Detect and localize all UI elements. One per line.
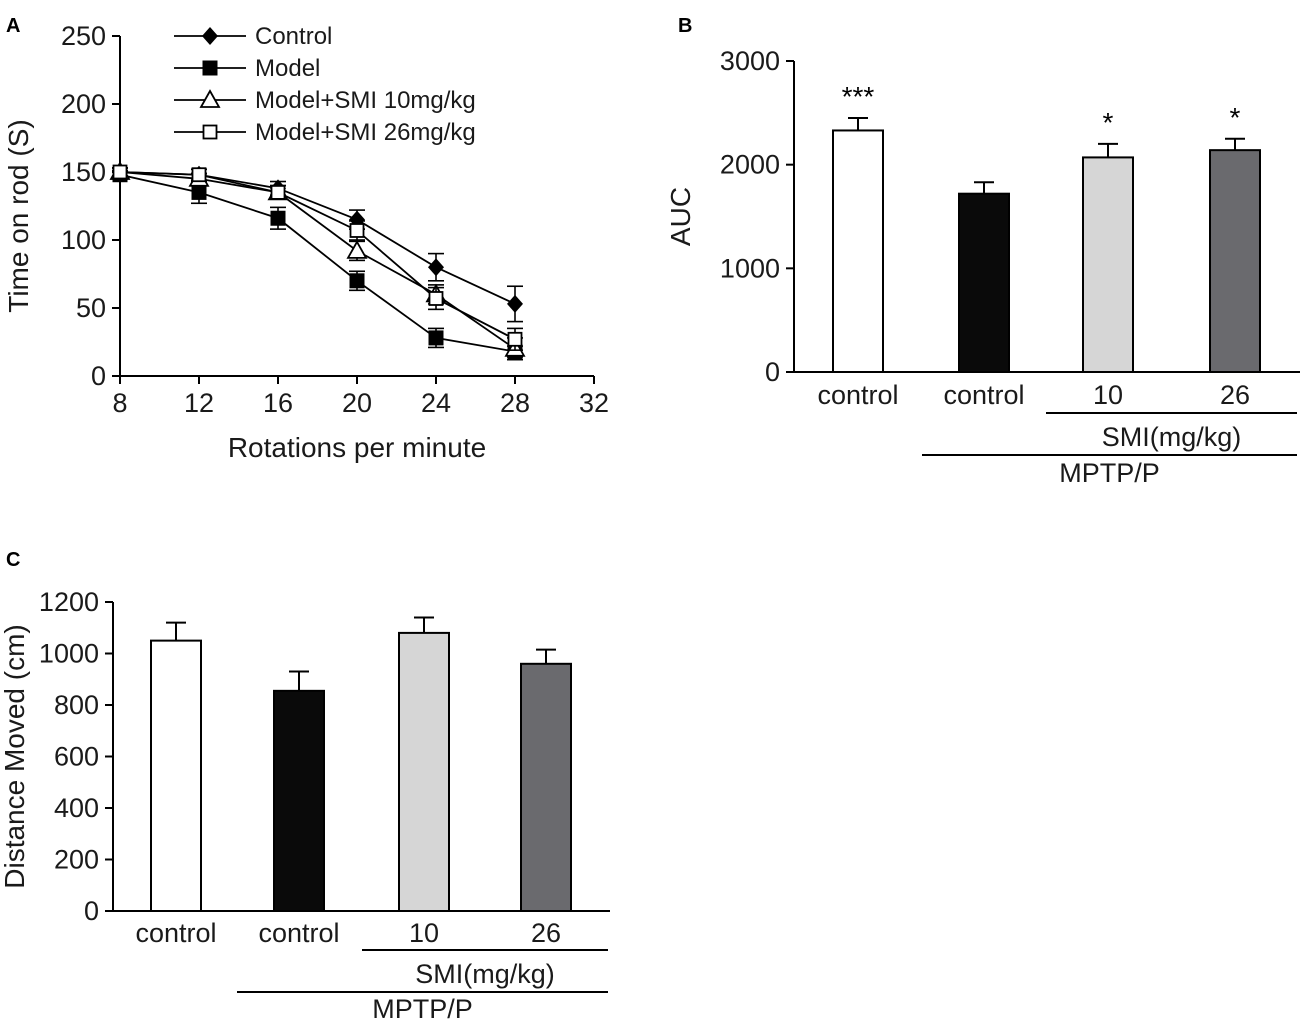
- panel-a: A 0 50 100 150 200 250 8 12 16 20 24 28 32 Rotations p…: [3, 15, 609, 463]
- y-tick-label: 3000: [720, 46, 780, 76]
- series-3: [112, 164, 523, 351]
- legend: Control Model Model+SMI 10mg/kg Model+SMI 2…: [174, 23, 476, 146]
- y-tick-label: 1200: [39, 587, 99, 617]
- y-axis-title: AUC: [665, 187, 696, 246]
- y-tick-label: 150: [61, 157, 106, 187]
- x-tick-label: control: [135, 918, 216, 948]
- x-tick-label: control: [258, 918, 339, 948]
- y-axis-title: Time on rod (S): [3, 119, 34, 312]
- bar: [1082, 156, 1134, 373]
- series-line: [119, 171, 516, 305]
- panel-b: B 0 1000 2000 3000 AUC control *** control 10 * 26 *…: [665, 15, 1300, 488]
- legend-label: Model+SMI 26mg/kg: [255, 119, 476, 146]
- bar: [150, 639, 202, 912]
- x-tick-label: 10: [1093, 380, 1123, 410]
- marker-open-square: [349, 223, 365, 238]
- marker-open-square: [191, 167, 207, 183]
- x-axis-title: Rotations per minute: [228, 432, 486, 463]
- group-label: MPTP/P: [1059, 458, 1160, 488]
- group-label: MPTP/P: [372, 994, 473, 1020]
- significance-label: *: [1230, 102, 1241, 133]
- y-tick-label: 0: [84, 896, 99, 926]
- bar: [398, 631, 450, 913]
- y-tick-label: 50: [76, 293, 106, 323]
- marker-open-triangle: [346, 240, 368, 259]
- x-tick-label: 28: [500, 388, 530, 418]
- significance-label: ***: [842, 81, 875, 112]
- x-tick-label: 10: [409, 918, 439, 948]
- group-label: SMI(mg/kg): [1102, 422, 1242, 452]
- marker-filled-square: [270, 210, 286, 226]
- series-2: [109, 161, 526, 361]
- marker-diamond: [428, 258, 444, 277]
- y-tick-label: 1000: [39, 639, 99, 669]
- x-tick-label: 8: [112, 388, 127, 418]
- y-tick-label: 0: [91, 361, 106, 391]
- panel-c: C 0 200 400 600 800 1000 1200 Distance Moved (cm…: [0, 549, 610, 1020]
- y-tick-label: 1000: [720, 253, 780, 283]
- series-line: [119, 171, 516, 350]
- x-tick-label: control: [943, 380, 1024, 410]
- x-tick-label: 12: [184, 388, 214, 418]
- legend-label: Model+SMI 10mg/kg: [255, 87, 476, 114]
- panel-label: A: [6, 15, 20, 37]
- marker-diamond: [507, 294, 523, 313]
- x-tick-label: 32: [579, 388, 609, 418]
- x-tick-label: 26: [1220, 380, 1250, 410]
- y-tick-label: 200: [61, 89, 106, 119]
- y-tick-label: 200: [54, 845, 99, 875]
- y-tick-label: 400: [54, 793, 99, 823]
- legend-label: Control: [255, 23, 332, 50]
- y-tick-label: 250: [61, 21, 106, 51]
- marker-open-square: [202, 124, 218, 140]
- marker-open-square: [507, 331, 523, 347]
- group-label: SMI(mg/kg): [415, 959, 555, 989]
- y-tick-label: 600: [54, 742, 99, 772]
- marker-open-triangle: [199, 89, 221, 108]
- y-tick-label: 2000: [720, 150, 780, 180]
- x-tick-label: 16: [263, 388, 293, 418]
- significance-label: *: [1103, 107, 1114, 138]
- marker-open-square: [428, 291, 444, 306]
- x-tick-label: 24: [421, 388, 451, 418]
- bar: [832, 129, 884, 373]
- bar: [1209, 149, 1261, 373]
- y-tick-label: 800: [54, 690, 99, 720]
- marker-filled-square: [191, 184, 207, 200]
- legend-label: Model: [255, 55, 320, 82]
- marker-filled-square: [349, 273, 365, 289]
- x-tick-label: control: [817, 380, 898, 410]
- series-line: [119, 173, 516, 353]
- y-tick-label: 100: [61, 225, 106, 255]
- panel-label: B: [678, 15, 692, 37]
- marker-filled-square: [428, 330, 444, 346]
- panel-label: C: [6, 549, 20, 571]
- series-line: [119, 171, 516, 341]
- bar: [520, 662, 572, 912]
- series-1: [112, 167, 523, 360]
- marker-open-square: [270, 184, 286, 200]
- bar: [958, 192, 1010, 373]
- marker-open-square: [112, 164, 128, 180]
- y-axis-title: Distance Moved (cm): [0, 624, 30, 889]
- marker-diamond: [202, 27, 218, 45]
- marker-filled-square: [202, 60, 218, 76]
- x-tick-label: 26: [531, 918, 561, 948]
- x-tick-label: 20: [342, 388, 372, 418]
- bar: [273, 689, 325, 913]
- y-tick-label: 0: [765, 357, 780, 387]
